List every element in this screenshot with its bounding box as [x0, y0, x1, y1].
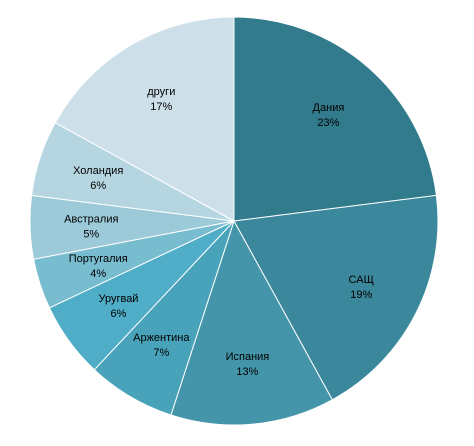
slice-label-name: Испания — [226, 351, 270, 363]
slice-label-percent: 7% — [153, 347, 169, 359]
pie-labels: Дания 23% САЩ 19% Испания 13% Аржентина 7% Уругв… — [64, 86, 374, 378]
pie-slice-1 — [233, 194, 439, 401]
pie-slice-2 — [170, 219, 333, 426]
slice-label-name: Австралия — [64, 213, 118, 225]
slice-label-name: Аржентина — [133, 332, 190, 344]
slice-label-percent: 4% — [90, 268, 106, 280]
pie-slice-8 — [54, 16, 235, 222]
slice-label-percent: 23% — [317, 117, 339, 129]
slice-label-percent: 6% — [111, 308, 127, 320]
slice-label-percent: 6% — [90, 180, 106, 192]
slice-label-name: Португалия — [69, 253, 128, 265]
slice-label-name: Дания — [313, 102, 345, 114]
slice-label-percent: 5% — [83, 228, 99, 240]
slice-label-percent: 19% — [350, 289, 372, 301]
slice-label-percent: 13% — [236, 366, 258, 378]
slice-label-percent: 17% — [150, 101, 172, 113]
slice-label-name: САЩ — [349, 274, 374, 286]
pie-slices — [29, 16, 439, 426]
slice-label-name: други — [147, 86, 175, 98]
pie-slice-0 — [233, 16, 437, 222]
slice-label-name: Уругвай — [98, 293, 138, 305]
slice-label-name: Холандия — [73, 165, 123, 177]
